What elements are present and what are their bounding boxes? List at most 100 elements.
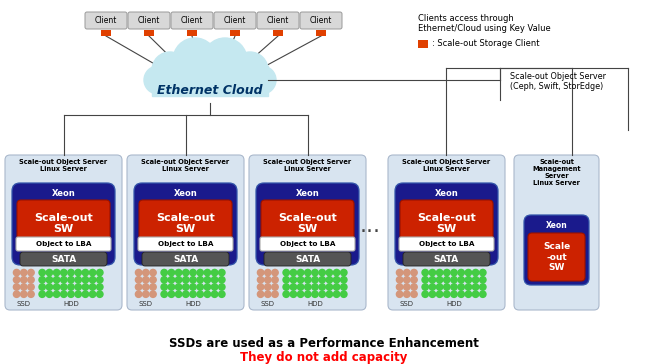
Circle shape bbox=[190, 291, 196, 297]
Circle shape bbox=[197, 277, 203, 283]
Circle shape bbox=[183, 291, 189, 297]
Circle shape bbox=[204, 284, 211, 290]
Circle shape bbox=[334, 291, 340, 297]
Circle shape bbox=[319, 269, 325, 276]
FancyBboxPatch shape bbox=[524, 215, 589, 285]
Bar bbox=[144, 30, 154, 36]
Circle shape bbox=[68, 277, 75, 283]
FancyBboxPatch shape bbox=[256, 183, 359, 265]
FancyBboxPatch shape bbox=[142, 252, 229, 266]
Circle shape bbox=[436, 277, 443, 283]
Circle shape bbox=[204, 277, 211, 283]
Circle shape bbox=[82, 291, 89, 297]
Circle shape bbox=[465, 284, 472, 290]
Circle shape bbox=[297, 291, 304, 297]
Circle shape bbox=[203, 38, 247, 82]
Text: HDD: HDD bbox=[446, 301, 462, 307]
Circle shape bbox=[272, 269, 278, 276]
FancyBboxPatch shape bbox=[403, 252, 490, 266]
Circle shape bbox=[458, 284, 465, 290]
Circle shape bbox=[14, 277, 20, 283]
FancyBboxPatch shape bbox=[257, 12, 299, 29]
Circle shape bbox=[75, 291, 82, 297]
Circle shape bbox=[404, 277, 410, 283]
Circle shape bbox=[326, 291, 332, 297]
Text: Object to LBA: Object to LBA bbox=[157, 241, 213, 247]
Text: Client: Client bbox=[95, 16, 117, 25]
Circle shape bbox=[397, 269, 403, 276]
FancyBboxPatch shape bbox=[134, 183, 237, 265]
Circle shape bbox=[176, 269, 182, 276]
Circle shape bbox=[190, 269, 196, 276]
Circle shape bbox=[97, 291, 103, 297]
Circle shape bbox=[319, 291, 325, 297]
Text: Clients access through
Ethernet/Cloud using Key Value: Clients access through Ethernet/Cloud us… bbox=[418, 14, 551, 33]
Circle shape bbox=[143, 277, 149, 283]
Circle shape bbox=[458, 277, 465, 283]
Circle shape bbox=[422, 291, 428, 297]
Circle shape bbox=[61, 269, 67, 276]
Circle shape bbox=[161, 291, 167, 297]
Circle shape bbox=[411, 277, 417, 283]
Circle shape bbox=[173, 38, 217, 82]
Circle shape bbox=[176, 284, 182, 290]
Circle shape bbox=[436, 291, 443, 297]
FancyBboxPatch shape bbox=[260, 237, 355, 251]
Circle shape bbox=[211, 277, 218, 283]
Circle shape bbox=[150, 269, 156, 276]
Text: ···: ··· bbox=[360, 222, 380, 242]
Circle shape bbox=[161, 269, 167, 276]
Text: They do not add capacity: They do not add capacity bbox=[240, 351, 408, 364]
Circle shape bbox=[341, 284, 347, 290]
Circle shape bbox=[451, 284, 457, 290]
Circle shape bbox=[197, 269, 203, 276]
Circle shape bbox=[211, 291, 218, 297]
Circle shape bbox=[28, 291, 34, 297]
Circle shape bbox=[305, 269, 311, 276]
Circle shape bbox=[204, 269, 211, 276]
Circle shape bbox=[397, 277, 403, 283]
Circle shape bbox=[326, 284, 332, 290]
Circle shape bbox=[143, 284, 149, 290]
FancyBboxPatch shape bbox=[399, 237, 494, 251]
Circle shape bbox=[218, 284, 225, 290]
Circle shape bbox=[312, 291, 318, 297]
Circle shape bbox=[143, 269, 149, 276]
Circle shape bbox=[61, 284, 67, 290]
Circle shape bbox=[429, 269, 435, 276]
Circle shape bbox=[429, 284, 435, 290]
Circle shape bbox=[472, 269, 479, 276]
Text: Object to LBA: Object to LBA bbox=[280, 241, 335, 247]
Text: SATA: SATA bbox=[173, 254, 198, 264]
Circle shape bbox=[97, 269, 103, 276]
Text: Scale-out Object Server
Linux Server: Scale-out Object Server Linux Server bbox=[19, 159, 108, 172]
FancyBboxPatch shape bbox=[264, 252, 351, 266]
Circle shape bbox=[190, 284, 196, 290]
Circle shape bbox=[89, 269, 96, 276]
Text: SSD: SSD bbox=[17, 301, 31, 307]
Circle shape bbox=[183, 277, 189, 283]
Circle shape bbox=[176, 277, 182, 283]
Circle shape bbox=[451, 291, 457, 297]
FancyBboxPatch shape bbox=[127, 155, 244, 310]
Circle shape bbox=[82, 269, 89, 276]
FancyBboxPatch shape bbox=[5, 155, 122, 310]
Circle shape bbox=[97, 284, 103, 290]
Circle shape bbox=[411, 269, 417, 276]
Text: Xeon: Xeon bbox=[52, 189, 75, 198]
Circle shape bbox=[218, 277, 225, 283]
Circle shape bbox=[458, 269, 465, 276]
Circle shape bbox=[334, 277, 340, 283]
Circle shape bbox=[46, 284, 52, 290]
FancyBboxPatch shape bbox=[139, 200, 232, 247]
Text: SATA: SATA bbox=[51, 254, 76, 264]
Circle shape bbox=[21, 277, 27, 283]
FancyBboxPatch shape bbox=[16, 237, 111, 251]
Text: Scale
-out
SW: Scale -out SW bbox=[543, 242, 570, 272]
FancyBboxPatch shape bbox=[395, 183, 498, 265]
Circle shape bbox=[472, 291, 479, 297]
Circle shape bbox=[397, 291, 403, 297]
Circle shape bbox=[53, 277, 60, 283]
Circle shape bbox=[290, 269, 297, 276]
Circle shape bbox=[21, 284, 27, 290]
